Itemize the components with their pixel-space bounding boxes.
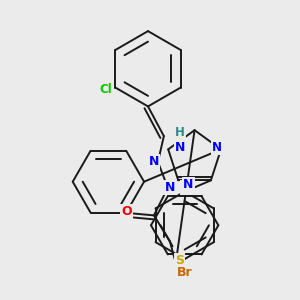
Text: N: N — [165, 181, 175, 194]
Text: O: O — [121, 205, 131, 218]
Text: N: N — [183, 178, 194, 191]
Text: N: N — [175, 141, 185, 154]
Text: N: N — [149, 155, 159, 168]
Text: Cl: Cl — [99, 83, 112, 96]
Text: H: H — [181, 181, 190, 194]
Text: S: S — [175, 254, 184, 268]
Text: H: H — [175, 126, 185, 139]
Text: Br: Br — [177, 266, 193, 279]
Text: N: N — [212, 141, 222, 154]
